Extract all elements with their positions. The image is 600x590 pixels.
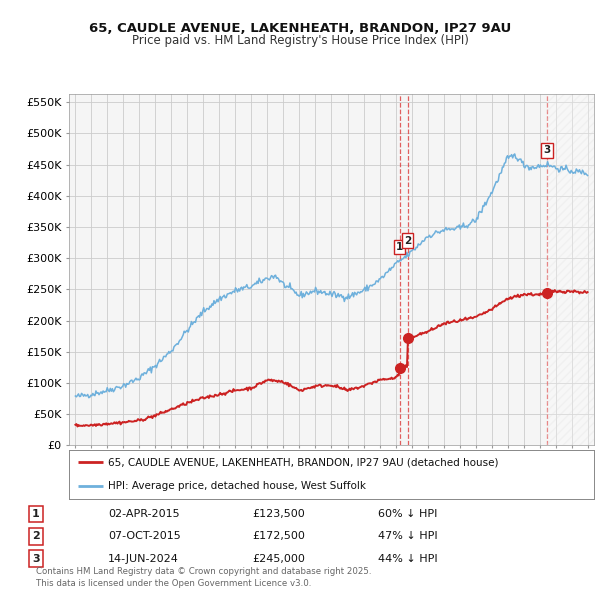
Text: 2: 2 bbox=[404, 236, 411, 246]
Text: £123,500: £123,500 bbox=[252, 509, 305, 519]
Text: £172,500: £172,500 bbox=[252, 532, 305, 541]
Text: 44% ↓ HPI: 44% ↓ HPI bbox=[378, 554, 437, 563]
Text: 2: 2 bbox=[32, 532, 40, 541]
Text: 07-OCT-2015: 07-OCT-2015 bbox=[108, 532, 181, 541]
Text: 3: 3 bbox=[543, 145, 550, 155]
Text: 1: 1 bbox=[396, 242, 403, 252]
Text: 02-APR-2015: 02-APR-2015 bbox=[108, 509, 179, 519]
Text: Contains HM Land Registry data © Crown copyright and database right 2025.
This d: Contains HM Land Registry data © Crown c… bbox=[36, 567, 371, 588]
Text: 65, CAUDLE AVENUE, LAKENHEATH, BRANDON, IP27 9AU (detached house): 65, CAUDLE AVENUE, LAKENHEATH, BRANDON, … bbox=[109, 457, 499, 467]
Text: 65, CAUDLE AVENUE, LAKENHEATH, BRANDON, IP27 9AU: 65, CAUDLE AVENUE, LAKENHEATH, BRANDON, … bbox=[89, 22, 511, 35]
Text: 14-JUN-2024: 14-JUN-2024 bbox=[108, 554, 179, 563]
Text: 47% ↓ HPI: 47% ↓ HPI bbox=[378, 532, 437, 541]
Text: HPI: Average price, detached house, West Suffolk: HPI: Average price, detached house, West… bbox=[109, 481, 367, 491]
Text: £245,000: £245,000 bbox=[252, 554, 305, 563]
Text: 1: 1 bbox=[32, 509, 40, 519]
Text: 60% ↓ HPI: 60% ↓ HPI bbox=[378, 509, 437, 519]
Text: Price paid vs. HM Land Registry's House Price Index (HPI): Price paid vs. HM Land Registry's House … bbox=[131, 34, 469, 47]
Text: 3: 3 bbox=[32, 554, 40, 563]
